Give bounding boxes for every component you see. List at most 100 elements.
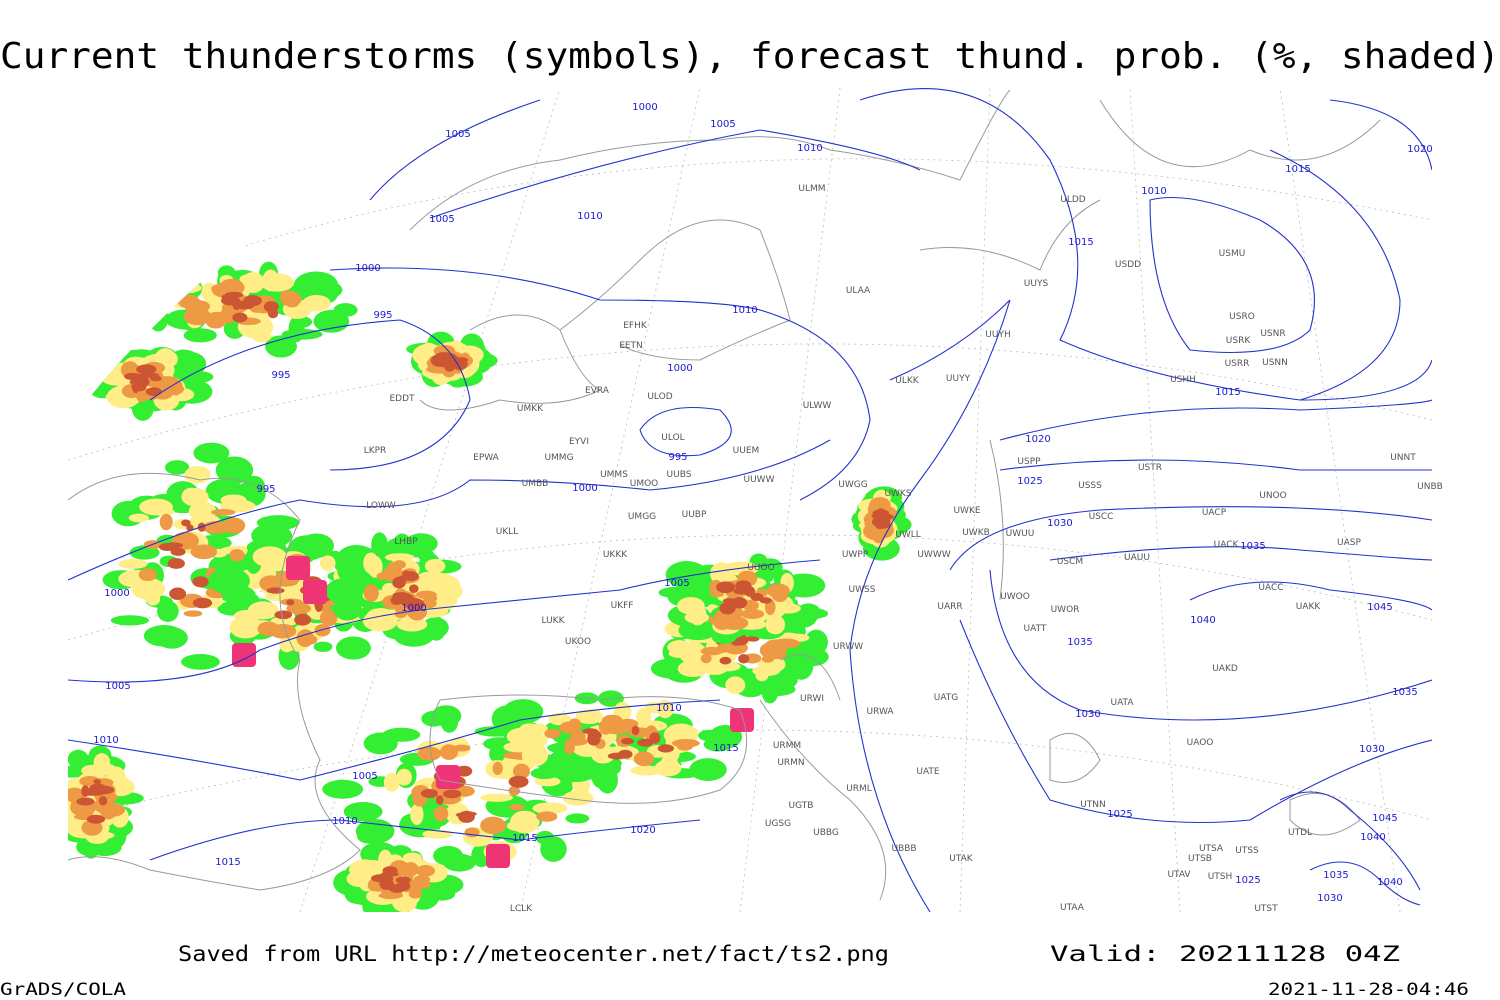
storm-shade: [265, 335, 297, 358]
storm-shade: [181, 519, 191, 527]
storm-shade: [621, 737, 634, 745]
isobar-label: 1030: [1047, 518, 1072, 529]
station-label: URMN: [777, 758, 804, 768]
station-label: UTAA: [1060, 903, 1085, 913]
storm-shade: [319, 555, 336, 572]
storm-shade: [443, 853, 476, 872]
storm-shade: [636, 708, 652, 725]
station-label: UAOO: [1187, 738, 1214, 748]
storm-shade: [148, 304, 169, 332]
isobar-label: 1000: [401, 603, 426, 614]
storm-shade: [433, 806, 449, 822]
storm-shade: [435, 352, 454, 361]
station-label: UARR: [937, 602, 962, 612]
storm-shade: [184, 299, 211, 313]
station-label: UTSB: [1188, 854, 1212, 864]
storm-shade: [162, 267, 180, 294]
station-label: UWKE: [953, 506, 980, 516]
storm-shade: [676, 597, 705, 615]
thunderstorm-symbol: [486, 844, 510, 868]
isobar-label: 1005: [429, 214, 454, 225]
station-label: LHBP: [394, 537, 418, 547]
isobar-label: 995: [373, 310, 392, 321]
isobar-label: 1025: [1235, 875, 1260, 886]
station-label: UMKK: [517, 404, 544, 414]
storm-shade: [81, 819, 103, 836]
station-label: USCC: [1089, 512, 1114, 522]
station-label: UMBB: [522, 479, 549, 489]
storm-shade: [159, 513, 173, 531]
station-label: UAKD: [1212, 664, 1238, 674]
station-label: UWUU: [1006, 529, 1035, 539]
storm-shade: [603, 723, 631, 735]
storm-shade: [211, 509, 236, 516]
storm-shade: [243, 295, 262, 307]
station-label: UWKB: [962, 528, 990, 538]
storm-shade: [544, 728, 561, 739]
storm-shade: [371, 532, 388, 558]
storm-shade: [409, 880, 432, 890]
station-label: UUYS: [1024, 279, 1049, 289]
isobar-label: 1005: [445, 129, 470, 140]
station-label: UMGG: [628, 512, 656, 522]
storm-shade: [319, 609, 338, 627]
storm-shade: [431, 705, 462, 727]
storm-shade: [766, 583, 790, 598]
storm-shade: [207, 311, 228, 321]
thunderstorm-symbol: [730, 708, 754, 732]
isobar-label: 1000: [667, 363, 692, 374]
station-label: USPP: [1017, 457, 1041, 467]
station-label: UACC: [1258, 583, 1283, 593]
station-label: ULAA: [846, 286, 871, 296]
storm-shade: [367, 607, 395, 629]
storm-shade: [397, 537, 433, 558]
station-label: UTAV: [1167, 870, 1191, 880]
storm-shade: [294, 613, 312, 626]
storm-shade: [480, 793, 514, 802]
station-label: LOWW: [366, 501, 396, 511]
storm-shade: [531, 723, 548, 734]
station-label: UTAK: [949, 854, 974, 864]
station-label: UAUU: [1124, 553, 1150, 563]
storm-shade: [509, 803, 525, 811]
storm-shade: [93, 779, 101, 785]
storm-shade: [145, 387, 162, 396]
isobar-label: 1035: [1323, 870, 1348, 881]
storm-shade: [631, 725, 640, 736]
source-url: Saved from URL http://meteocenter.net/fa…: [178, 942, 889, 966]
storm-shade: [700, 653, 712, 664]
storm-shade: [869, 497, 891, 513]
station-label: USMU: [1219, 249, 1246, 259]
station-label: USCM: [1057, 557, 1083, 567]
storm-shade: [506, 820, 530, 832]
storm-shade: [508, 775, 529, 788]
storm-shade: [93, 798, 114, 813]
storm-shade: [150, 375, 162, 382]
station-label: UUYH: [985, 330, 1010, 340]
station-label: UNOO: [1259, 491, 1287, 501]
storm-shade: [232, 297, 242, 311]
station-label: UNNT: [1390, 453, 1416, 463]
storm-shade: [575, 709, 603, 725]
isobar-label: 1010: [1141, 186, 1166, 197]
isobar-label: 1010: [656, 703, 681, 714]
isobar-label: 1040: [1360, 832, 1385, 843]
storm-shade: [81, 790, 102, 796]
station-label: UTNN: [1080, 800, 1106, 810]
storm-shade: [367, 555, 383, 578]
map-frame: [68, 88, 1432, 912]
storm-shade: [192, 576, 209, 588]
storm-shade: [503, 741, 534, 753]
isobar-label: 1045: [1372, 813, 1397, 824]
storm-shade: [392, 576, 406, 589]
station-label: URWW: [833, 642, 863, 652]
station-label: UKFF: [611, 601, 634, 611]
storm-shade: [164, 542, 184, 549]
storm-shade: [637, 738, 654, 747]
storm-shade: [427, 574, 461, 597]
storm-shade: [689, 758, 727, 782]
isobar-label: 1010: [732, 305, 757, 316]
storm-shade: [68, 765, 91, 778]
storm-shade: [535, 830, 555, 845]
